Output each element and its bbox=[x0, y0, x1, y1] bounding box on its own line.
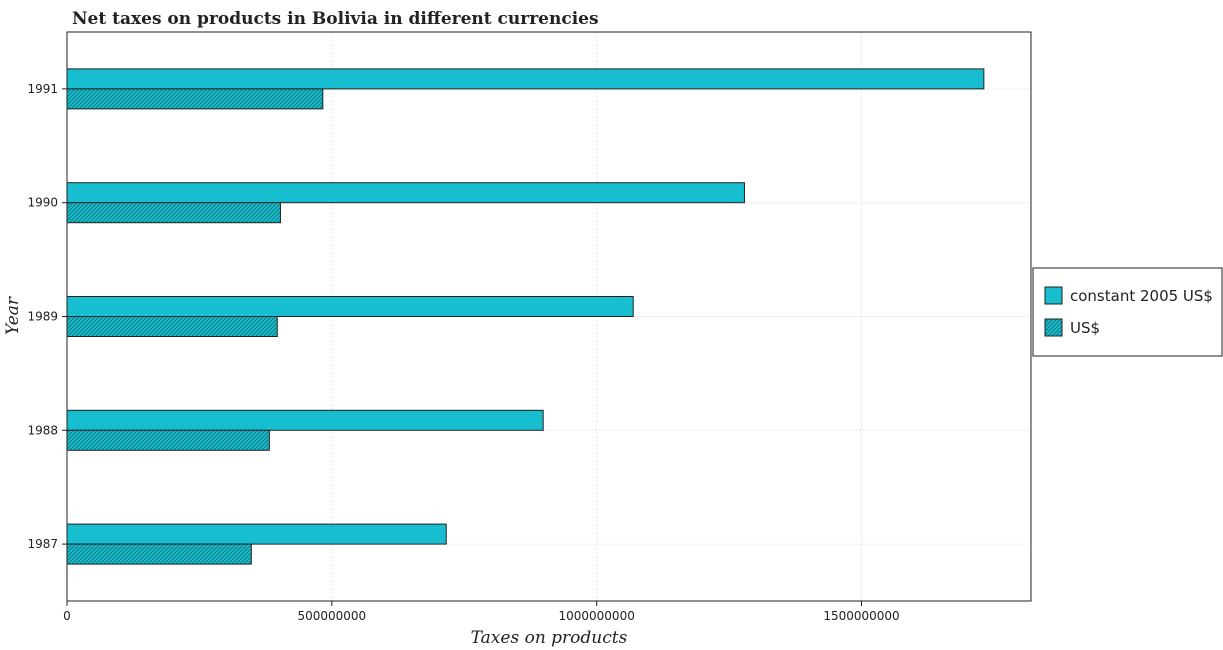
plot-frame bbox=[66, 31, 1032, 602]
bar-usd bbox=[66, 543, 252, 565]
bar-constant-2005-usd bbox=[66, 68, 985, 90]
bar-usd bbox=[66, 429, 270, 451]
legend-box bbox=[1032, 267, 1223, 357]
x-tick-label: 1000000000 bbox=[558, 609, 634, 623]
x-tick-label: 0 bbox=[63, 609, 71, 623]
y-tick-label: 1989 bbox=[27, 310, 58, 324]
y-tick-label: 1991 bbox=[27, 82, 58, 96]
y-tick-label: 1987 bbox=[27, 537, 58, 551]
bar-usd bbox=[66, 316, 278, 337]
bar-usd bbox=[66, 88, 324, 110]
bar-constant-2005-usd bbox=[66, 523, 447, 545]
bar-constant-2005-usd bbox=[66, 296, 634, 317]
x-tick-label: 500000000 bbox=[297, 609, 366, 623]
bar-constant-2005-usd bbox=[66, 409, 544, 431]
bar-usd bbox=[66, 202, 281, 224]
y-axis-label: Year bbox=[3, 296, 23, 335]
legend: constant 2005 US$ US$ bbox=[1032, 267, 1223, 357]
plot-area: 0 500000000 1000000000 1500000000 1987 1988 19… bbox=[27, 32, 1031, 623]
bar-constant-2005-usd bbox=[66, 182, 745, 204]
legend-label: US$ bbox=[1070, 319, 1100, 337]
legend-swatch bbox=[1044, 318, 1063, 337]
legend-label: constant 2005 US$ bbox=[1070, 287, 1213, 305]
legend-swatch bbox=[1044, 286, 1063, 305]
y-tick-label: 1988 bbox=[27, 423, 58, 437]
y-tick-label: 1990 bbox=[27, 196, 58, 210]
x-tick-label: 1500000000 bbox=[823, 609, 899, 623]
chart-title: Net taxes on products in Bolivia in diff… bbox=[72, 9, 599, 29]
x-axis-label: Taxes on products bbox=[471, 628, 628, 648]
